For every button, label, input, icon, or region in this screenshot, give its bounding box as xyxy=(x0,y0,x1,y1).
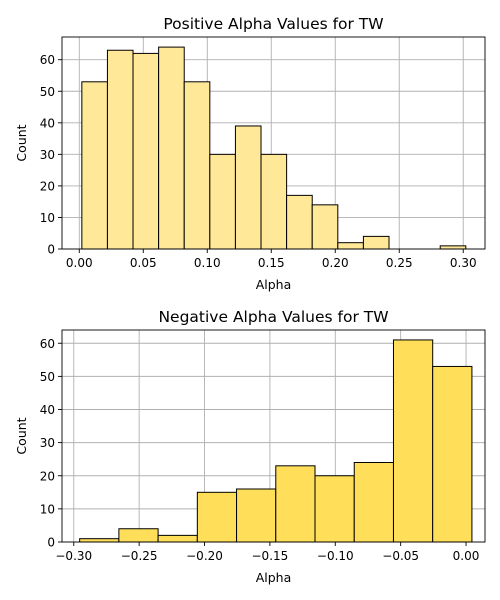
histogram-bar xyxy=(106,49,134,250)
histogram-bar xyxy=(209,153,236,250)
x-tick-label: −0.15 xyxy=(252,549,289,563)
histogram-bar xyxy=(132,52,160,250)
x-tick-label: −0.05 xyxy=(382,549,419,563)
ticks: 0.00 0.05 0.10 0.15 0.20 0.25 0.30 0 10 20 30 40 50 6… xyxy=(40,53,477,270)
x-axis-label: Alpha xyxy=(256,570,292,585)
x-axis-label: Alpha xyxy=(256,277,292,292)
histogram-bar xyxy=(275,465,316,543)
x-tick-label: −0.20 xyxy=(186,549,223,563)
y-tick-label: 30 xyxy=(40,436,55,450)
histogram-bar xyxy=(183,81,211,250)
histogram-bar xyxy=(314,475,355,543)
ticks: −0.30 −0.25 −0.20 −0.15 −0.10 −0.05 0.00 0 10 20 3… xyxy=(40,337,480,563)
y-tick-label: 30 xyxy=(40,148,55,162)
y-tick-label: 10 xyxy=(40,211,55,225)
y-tick-label: 40 xyxy=(40,116,55,130)
histogram-bar xyxy=(234,125,262,250)
y-tick-label: 10 xyxy=(40,502,55,516)
bars xyxy=(79,339,473,543)
positive-alpha-histogram: 0.00 0.05 0.10 0.15 0.20 0.25 0.30 0 10 20 30 40 50 6… xyxy=(14,15,486,292)
chart-title: Positive Alpha Values for TW xyxy=(163,15,383,33)
y-tick-label: 20 xyxy=(40,179,55,193)
histogram-bar xyxy=(79,538,120,543)
histogram-bar xyxy=(311,204,339,250)
histogram-bar xyxy=(337,242,364,250)
histogram-bar xyxy=(158,46,185,250)
bars xyxy=(81,46,467,250)
y-tick-label: 0 xyxy=(47,243,55,257)
x-tick-label: 0.25 xyxy=(386,256,413,270)
histogram-bar xyxy=(118,528,159,543)
y-axis-label: Count xyxy=(14,124,29,161)
histogram-bar xyxy=(432,365,473,543)
histogram-bar xyxy=(236,488,277,543)
y-tick-label: 20 xyxy=(40,469,55,483)
y-tick-label: 0 xyxy=(47,536,55,550)
x-tick-label: 0.10 xyxy=(194,256,221,270)
histogram-bar xyxy=(157,534,198,543)
y-tick-label: 50 xyxy=(40,370,55,384)
negative-alpha-histogram: −0.30 −0.25 −0.20 −0.15 −0.10 −0.05 0.00 0 10 20 3… xyxy=(14,308,486,585)
x-tick-label: −0.25 xyxy=(121,549,158,563)
y-tick-label: 60 xyxy=(40,53,55,67)
y-tick-label: 40 xyxy=(40,403,55,417)
x-tick-label: −0.30 xyxy=(55,549,92,563)
histogram-bar xyxy=(353,462,394,543)
y-axis-label: Count xyxy=(14,417,29,454)
histogram-bar xyxy=(81,81,108,250)
x-tick-label: 0.15 xyxy=(258,256,285,270)
axes-frame xyxy=(61,329,486,543)
y-tick-label: 60 xyxy=(40,337,55,351)
histogram-bar xyxy=(392,339,434,543)
histogram-bar xyxy=(286,194,313,250)
x-tick-label: −0.10 xyxy=(317,549,354,563)
histogram-bar xyxy=(196,491,238,543)
x-tick-label: 0.30 xyxy=(450,256,477,270)
axes-frame xyxy=(61,36,486,250)
histogram-bar xyxy=(260,153,288,250)
x-tick-label: 0.00 xyxy=(453,549,480,563)
x-tick-label: 0.00 xyxy=(66,256,93,270)
x-tick-label: 0.20 xyxy=(322,256,349,270)
x-tick-label: 0.05 xyxy=(130,256,157,270)
histogram-bar xyxy=(362,235,390,250)
histogram-bar xyxy=(439,245,467,250)
y-tick-label: 50 xyxy=(40,85,55,99)
chart-title: Negative Alpha Values for TW xyxy=(158,308,388,326)
